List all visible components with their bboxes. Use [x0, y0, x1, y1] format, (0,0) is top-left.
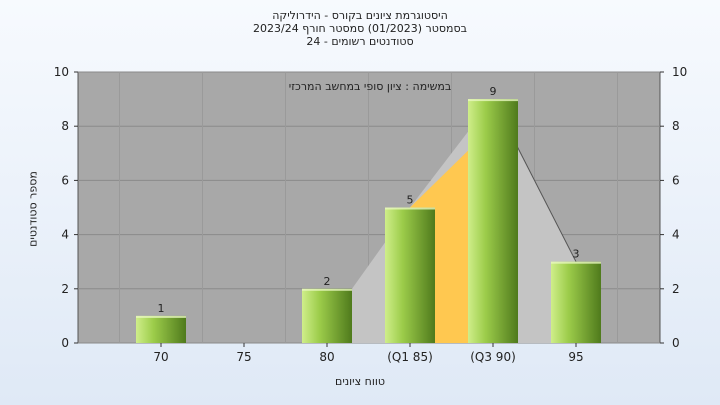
bar-top-2 — [302, 288, 352, 291]
ytick-right-label-0: 0 — [672, 336, 680, 350]
title-line-1: היסטוגרמת ציונים בקורס - הידרוליקה — [272, 9, 448, 22]
x-axis: 70 75 80 (Q1 85) (Q3 90) 95 — [153, 343, 584, 364]
ytick-right-label-1: 2 — [672, 282, 680, 296]
y-axis-right: 0 2 4 6 8 10 — [660, 65, 687, 350]
ytick-left-label-4: 8 — [61, 119, 69, 133]
bar-80 — [302, 288, 352, 343]
x-axis-label: טווח ציונים — [335, 375, 385, 388]
bar-value-label-5: 3 — [573, 248, 580, 261]
ytick-left-label-3: 6 — [61, 173, 69, 187]
ytick-left-label-2: 4 — [61, 228, 69, 242]
xtick-label-2: 80 — [319, 350, 334, 364]
bar-(Q3 90) — [468, 99, 518, 343]
bar-top-5 — [551, 261, 601, 264]
ytick-left-label-5: 10 — [54, 65, 69, 79]
xtick-label-1: 75 — [236, 350, 251, 364]
xtick-label-4: (Q3 90) — [470, 350, 516, 364]
bar-value-label-2: 2 — [324, 275, 331, 288]
ytick-left-label-1: 2 — [61, 282, 69, 296]
ytick-right-label-5: 10 — [672, 65, 687, 79]
title-line-3: סטודנטים רשומים - 24 — [306, 35, 414, 48]
ytick-right-label-4: 8 — [672, 119, 680, 133]
ytick-left-label-0: 0 — [61, 336, 69, 350]
chart-annotation: במשימה : ציון סופי במחשב המרכזי — [289, 80, 452, 93]
bar-value-label-4: 9 — [490, 85, 497, 98]
y-axis-left: 0 2 4 6 8 10 — [54, 65, 78, 350]
bar-(Q1 85) — [385, 207, 435, 343]
ytick-right-label-3: 6 — [672, 173, 680, 187]
bar-value-label-0: 1 — [158, 302, 165, 315]
bars: 1 2 5 9 3 — [136, 85, 601, 343]
bar-95 — [551, 261, 601, 343]
title-line-2: בסמסטר (01/2023) סמסטר חורף 2023/24 — [253, 22, 467, 35]
xtick-label-0: 70 — [153, 350, 168, 364]
ytick-right-label-2: 4 — [672, 228, 680, 242]
chart-title: היסטוגרמת ציונים בקורס - הידרוליקה בסמסט… — [0, 9, 720, 48]
bar-70 — [136, 315, 186, 343]
bar-top-3 — [385, 207, 435, 210]
xtick-label-5: 95 — [568, 350, 583, 364]
bar-value-label-3: 5 — [407, 194, 414, 207]
bar-top-4 — [468, 99, 518, 102]
y-axis-label: מספר סטודנטים — [26, 171, 40, 247]
bar-top-0 — [136, 315, 186, 318]
xtick-label-3: (Q1 85) — [387, 350, 433, 364]
